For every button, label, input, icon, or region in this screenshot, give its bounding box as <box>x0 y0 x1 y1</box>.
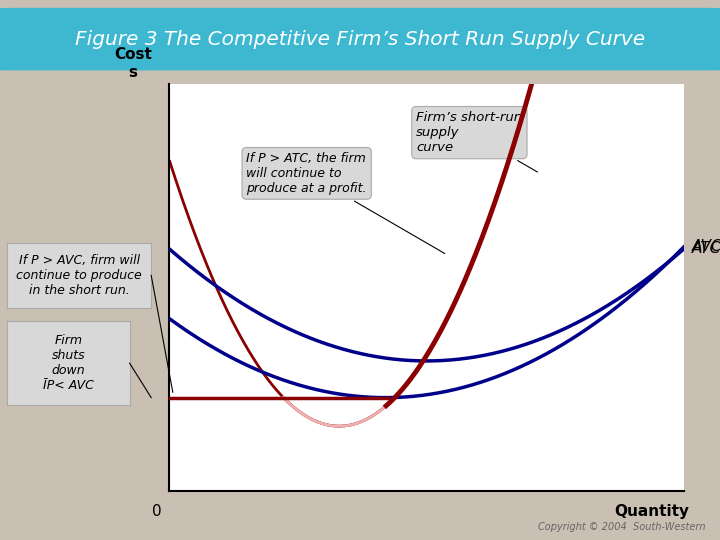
Text: AVC: AVC <box>692 239 720 254</box>
Text: Cost
s: Cost s <box>114 47 152 79</box>
Text: If P > AVC, firm will
continue to produce
in the short run.: If P > AVC, firm will continue to produc… <box>17 254 142 297</box>
Text: 0: 0 <box>151 504 161 518</box>
Text: If P > ATC, the firm
will continue to
produce at a profit.: If P > ATC, the firm will continue to pr… <box>246 152 445 254</box>
Text: Copyright © 2004  South-Western: Copyright © 2004 South-Western <box>538 522 706 532</box>
Text: Figure 3 The Competitive Firm’s Short Run Supply Curve: Figure 3 The Competitive Firm’s Short Ru… <box>75 30 645 49</box>
FancyBboxPatch shape <box>0 9 720 70</box>
Text: Quantity: Quantity <box>614 504 689 518</box>
Text: Firm’s short-run
supply
curve: Firm’s short-run supply curve <box>416 111 537 172</box>
Text: Firm
shuts
down
ĪP< AVC: Firm shuts down ĪP< AVC <box>43 334 94 392</box>
Text: ATC: ATC <box>692 241 720 256</box>
